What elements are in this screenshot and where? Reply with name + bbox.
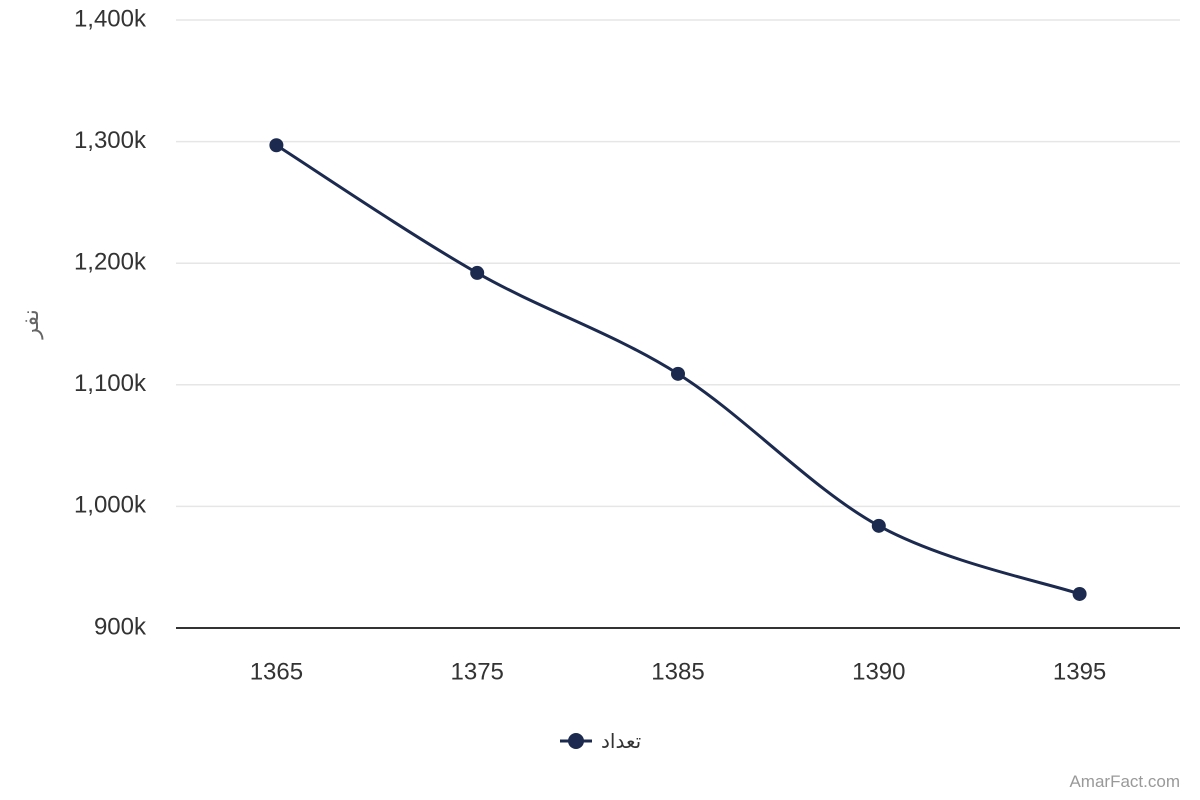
data-point[interactable] <box>671 366 685 381</box>
y-tick-label: 900k <box>94 613 147 640</box>
y-tick-label: 1,300k <box>74 127 147 154</box>
x-tick-label: 1385 <box>651 658 704 685</box>
legend[interactable]: تعداد <box>560 731 641 753</box>
x-tick-label: 1365 <box>250 658 303 685</box>
series-group <box>269 138 1087 601</box>
legend-dot-marker <box>568 733 584 749</box>
x-tick-label: 1375 <box>451 658 504 685</box>
data-point[interactable] <box>1072 586 1087 601</box>
y-tick-label: 1,400k <box>74 5 147 32</box>
x-tick-label: 1390 <box>852 658 905 685</box>
credit-text[interactable]: AmarFact.com <box>1069 772 1180 791</box>
data-point[interactable] <box>269 138 284 153</box>
x-tick-label: 1395 <box>1053 658 1106 685</box>
y-tick-label: 1,200k <box>74 249 147 276</box>
grid-lines <box>176 19 1180 508</box>
data-point[interactable] <box>871 518 886 533</box>
y-tick-label: 1,100k <box>74 370 147 397</box>
x-axis-tick-labels: 1365 1375 1385 1390 1395 <box>250 658 1107 685</box>
legend-label: تعداد <box>601 731 641 753</box>
y-axis-tick-labels: 900k 1,000k 1,100k 1,200k 1,300k 1,400k <box>74 5 147 640</box>
data-point[interactable] <box>470 265 485 280</box>
y-tick-label: 1,000k <box>74 492 147 519</box>
y-axis-label: نفر <box>18 309 43 339</box>
